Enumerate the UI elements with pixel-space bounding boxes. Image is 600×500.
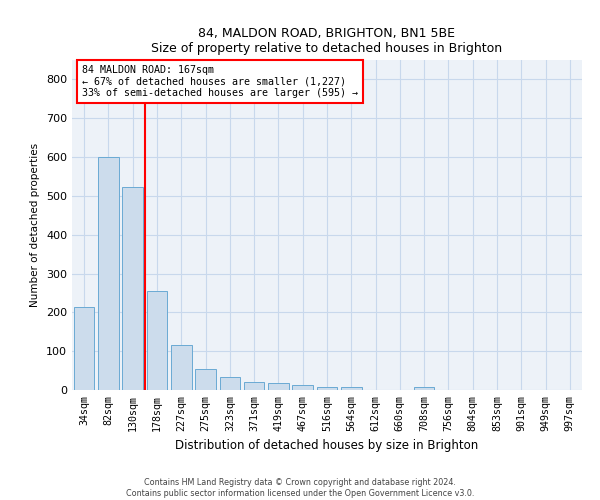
Bar <box>341 388 362 390</box>
Y-axis label: Number of detached properties: Number of detached properties <box>31 143 40 307</box>
Bar <box>146 291 167 390</box>
Bar <box>268 383 289 390</box>
Bar <box>98 157 119 390</box>
Bar <box>317 387 337 390</box>
Bar <box>171 346 191 390</box>
Bar <box>220 377 240 390</box>
Bar <box>414 387 434 390</box>
Text: Contains HM Land Registry data © Crown copyright and database right 2024.
Contai: Contains HM Land Registry data © Crown c… <box>126 478 474 498</box>
X-axis label: Distribution of detached houses by size in Brighton: Distribution of detached houses by size … <box>175 439 479 452</box>
Bar <box>292 386 313 390</box>
Bar <box>195 368 216 390</box>
Title: 84, MALDON ROAD, BRIGHTON, BN1 5BE
Size of property relative to detached houses : 84, MALDON ROAD, BRIGHTON, BN1 5BE Size … <box>151 26 503 54</box>
Bar <box>74 308 94 390</box>
Bar <box>244 382 265 390</box>
Text: 84 MALDON ROAD: 167sqm
← 67% of detached houses are smaller (1,227)
33% of semi-: 84 MALDON ROAD: 167sqm ← 67% of detached… <box>82 65 358 98</box>
Bar <box>122 187 143 390</box>
